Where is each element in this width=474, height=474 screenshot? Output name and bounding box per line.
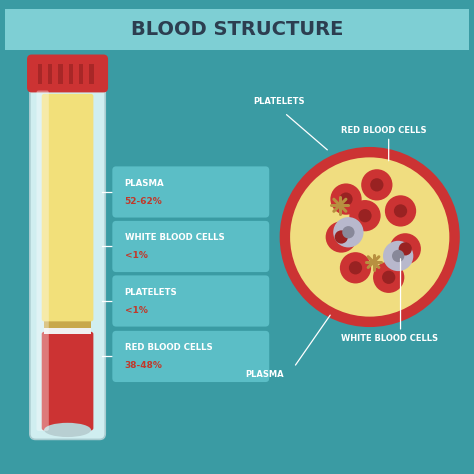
Ellipse shape	[44, 423, 91, 437]
Circle shape	[339, 192, 353, 206]
Circle shape	[382, 271, 395, 284]
FancyBboxPatch shape	[5, 9, 469, 50]
Bar	[44, 328, 91, 334]
Circle shape	[358, 209, 372, 222]
Bar	[58, 64, 63, 84]
Bar	[48, 64, 53, 84]
Text: BLOOD STRUCTURE: BLOOD STRUCTURE	[131, 20, 343, 39]
Text: <1%: <1%	[125, 306, 147, 315]
Text: PLASMA: PLASMA	[125, 179, 164, 188]
FancyBboxPatch shape	[36, 91, 49, 431]
Circle shape	[335, 230, 348, 244]
Bar	[38, 64, 42, 84]
Circle shape	[399, 242, 412, 255]
Circle shape	[361, 169, 392, 201]
Circle shape	[340, 252, 371, 283]
Text: <1%: <1%	[125, 252, 147, 260]
Circle shape	[392, 250, 404, 262]
Text: RED BLOOD CELLS: RED BLOOD CELLS	[341, 126, 427, 135]
Text: WHITE BLOOD CELLS: WHITE BLOOD CELLS	[341, 335, 438, 343]
FancyBboxPatch shape	[112, 331, 269, 382]
Bar	[69, 64, 73, 84]
Circle shape	[390, 233, 421, 264]
Circle shape	[349, 200, 381, 231]
Text: 38-48%: 38-48%	[125, 362, 163, 370]
Bar	[89, 64, 93, 84]
FancyBboxPatch shape	[27, 55, 108, 92]
Text: WHITE BLOOD CELLS: WHITE BLOOD CELLS	[125, 234, 224, 242]
Circle shape	[290, 157, 449, 317]
Circle shape	[373, 262, 404, 293]
Text: 52-62%: 52-62%	[125, 197, 163, 206]
FancyBboxPatch shape	[112, 221, 269, 272]
FancyBboxPatch shape	[112, 275, 269, 327]
Circle shape	[326, 221, 357, 253]
Circle shape	[383, 241, 413, 271]
Text: PLASMA: PLASMA	[246, 370, 284, 379]
Circle shape	[349, 261, 362, 274]
FancyBboxPatch shape	[42, 332, 93, 430]
Text: PLATELETS: PLATELETS	[254, 98, 305, 106]
Bar	[44, 319, 91, 328]
Circle shape	[385, 195, 416, 227]
Text: RED BLOOD CELLS: RED BLOOD CELLS	[125, 344, 212, 352]
Circle shape	[333, 217, 364, 247]
Circle shape	[280, 147, 460, 327]
Circle shape	[370, 178, 383, 191]
Text: PLATELETS: PLATELETS	[125, 288, 177, 297]
Circle shape	[394, 204, 407, 218]
Bar	[79, 64, 83, 84]
Circle shape	[342, 226, 355, 238]
FancyBboxPatch shape	[112, 166, 269, 218]
FancyBboxPatch shape	[42, 94, 93, 321]
Circle shape	[330, 183, 362, 215]
FancyBboxPatch shape	[30, 82, 105, 439]
